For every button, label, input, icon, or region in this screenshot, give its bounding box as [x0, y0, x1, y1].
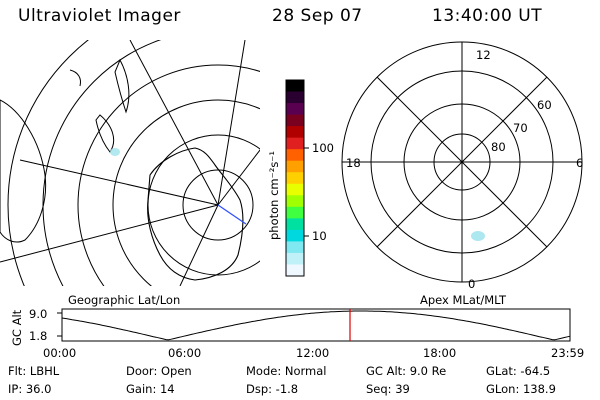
colorbar-segment	[286, 149, 304, 162]
colorbar-segment	[286, 252, 304, 265]
alt-xtick-0000: 00:00	[43, 346, 76, 360]
colorbar-segment	[286, 229, 304, 242]
time-label: 13:40:00 UT	[432, 6, 543, 26]
status-ip: IP: 36.0	[8, 382, 52, 396]
geographic-caption: Geographic Lat/Lon	[68, 293, 180, 307]
alt-ytick-1.8: 1.8	[29, 329, 47, 343]
colorbar	[286, 80, 304, 277]
instrument-title: Ultraviolet Imager	[18, 6, 181, 26]
polar-aurora-spot	[471, 231, 485, 241]
colorbar-segment	[286, 137, 304, 150]
alt-xtick-2359: 23:59	[551, 346, 584, 360]
colorbar-segment	[286, 172, 304, 185]
status-filter: Flt: LBHL	[8, 364, 60, 378]
colorbar-segment	[286, 183, 304, 196]
colorbar-segment	[286, 114, 304, 127]
alt-xtick-0600: 06:00	[168, 346, 201, 360]
alt-xtick-1200: 12:00	[296, 346, 329, 360]
colorbar-segment	[286, 195, 304, 208]
mlat-label-70: 70	[513, 121, 528, 135]
colorbar-segment	[286, 218, 304, 231]
aurora-spot	[110, 148, 120, 156]
colorbar-segment	[286, 206, 304, 219]
mlt-label-12: 12	[476, 48, 491, 62]
status-glon: GLon: 138.9	[486, 382, 556, 396]
polar-map	[341, 41, 583, 283]
colorbar-segment	[286, 160, 304, 173]
polar-caption: Apex MLat/MLT	[420, 293, 507, 307]
status-gcalt: GC Alt: 9.0 Re	[366, 364, 447, 378]
highlight-meridian	[217, 204, 247, 225]
colorbar-unit-label: photon cm⁻²s⁻¹	[267, 151, 281, 240]
alt-ylabel: GC Alt	[10, 309, 24, 346]
mlat-label-80: 80	[491, 140, 506, 154]
colorbar-segment	[286, 80, 304, 93]
colorbar-segment	[286, 264, 304, 277]
colorbar-tick-100: 100	[312, 141, 334, 155]
date-label: 28 Sep 07	[272, 6, 363, 26]
colorbar-tick-10: 10	[312, 229, 327, 243]
mlt-label-18: 18	[346, 156, 361, 170]
colorbar-segment	[286, 241, 304, 254]
colorbar-frame	[285, 79, 305, 277]
mlat-label-60: 60	[537, 98, 552, 112]
mlt-label-6: 6	[576, 156, 583, 170]
colorbar-segment	[286, 126, 304, 139]
altitude-curve	[61, 310, 571, 341]
colorbar-segment	[286, 103, 304, 116]
status-mode: Mode: Normal	[246, 364, 327, 378]
alt-xtick-1800: 18:00	[423, 346, 456, 360]
mlt-label-0: 0	[468, 277, 475, 291]
geographic-map	[0, 40, 260, 286]
alt-ytick-9: 9.0	[29, 307, 47, 321]
status-dsp: Dsp: -1.8	[246, 382, 299, 396]
status-door: Door: Open	[126, 364, 192, 378]
altitude-plot: 9.0 1.8 GC Alt 00:00 06:00 12:00 18:00 2…	[10, 307, 584, 360]
status-gain: Gain: 14	[126, 382, 175, 396]
colorbar-segment	[286, 91, 304, 104]
status-seq: Seq: 39	[366, 382, 410, 396]
status-glat: GLat: -64.5	[486, 364, 551, 378]
